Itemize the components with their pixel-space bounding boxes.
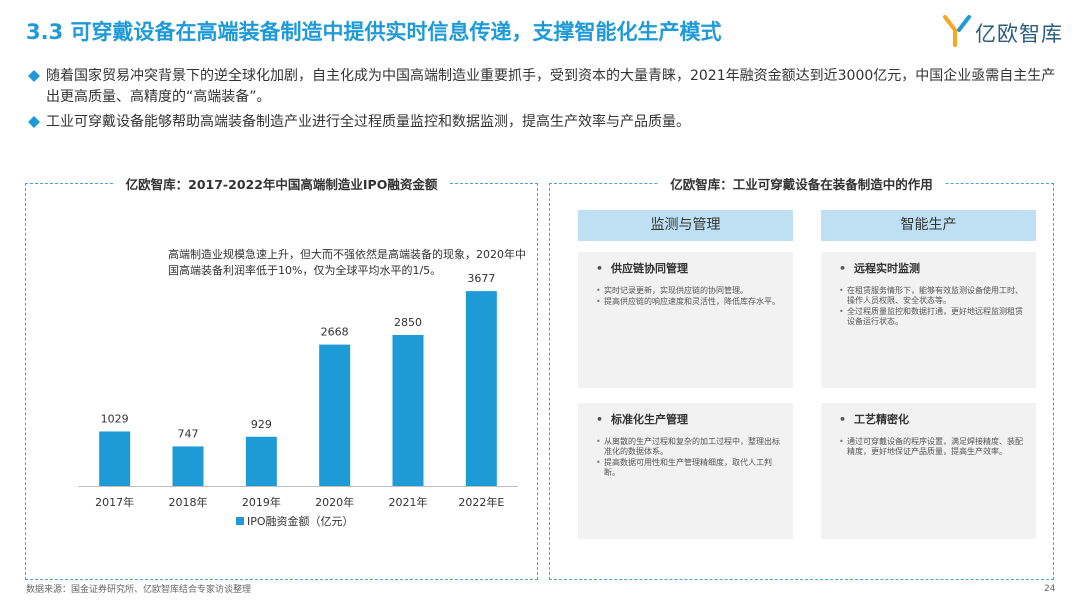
bar [392,334,424,486]
card-item: 通过可穿戴设备的程序设置，满足焊接精度、装配精度，更好地保证产品质量，提高生产效… [831,437,1026,457]
data-label: 747 [178,427,199,440]
card-heading: 标准化生产管理 [588,411,783,427]
card-item: 提高供应链的响应速度和灵活性，降低库存水平。 [588,297,783,307]
logo-text: 亿欧智库 [975,22,1063,46]
page-title: 3.3 可穿戴设备在高端装备制造中提供实时信息传递，支撑智能化生产模式 [26,20,722,44]
data-label: 1029 [101,412,129,425]
card-item: 全过程质量监控和数据打通，更好地远程监测租赁设备运行状态。 [831,307,1026,327]
card-item: 实时记录更新，实现供应链的协同管理。 [588,286,783,296]
bullet-item: 工业可穿戴设备能够帮助高端装备制造产业进行全过程质量监控和数据监测，提高生产效率… [28,112,1058,133]
bar [172,446,204,486]
x-tick-label: 2021年 [389,495,428,509]
x-tick-label: 2019年 [242,495,281,509]
card-supply-chain: 供应链协同管理 实时记录更新，实现供应链的协同管理。 提高供应链的响应速度和灵活… [578,252,793,388]
x-tick-label: 2018年 [169,495,208,509]
card-remote-monitoring: 远程实时监测 在租赁服务情形下，能够有效监测设备使用工时、操作人员权限、安全状态… [821,252,1036,388]
bullet-text: 随着国家贸易冲突背景下的逆全球化加剧，自主化成为中国高端制造业重要抓手，受到资本… [46,68,1056,105]
data-label: 929 [251,418,272,431]
card-heading: 工艺精密化 [831,411,1026,427]
column-header-smart-production: 智能生产 [821,210,1036,241]
chart-panel: 亿欧智库：2017-2022年中国高端制造业IPO融资金额 高端制造业规模急速上… [25,174,538,580]
column-header-monitoring: 监测与管理 [578,210,793,241]
page-number: 24 [1044,584,1056,594]
x-tick-label: 2022年E [458,495,504,509]
bar [465,291,497,486]
x-tick-label: 2020年 [315,495,354,509]
bullet-item: 随着国家贸易冲突背景下的逆全球化加剧，自主化成为中国高端制造业重要抓手，受到资本… [28,66,1058,108]
card-precision-process: 工艺精密化 通过可穿戴设备的程序设置，满足焊接精度、装配精度，更好地保证产品质量… [821,403,1036,539]
bar [99,431,131,486]
x-tick-label: 2017年 [95,495,134,509]
chart-panel-title: 亿欧智库：2017-2022年中国高端制造业IPO融资金额 [113,174,450,193]
legend-label: IPO融资金额（亿元） [247,514,354,528]
data-label: 2850 [394,316,422,329]
logo: 亿欧智库 [942,14,1072,48]
logo-icon [943,15,971,47]
diamond-bullet-icon [28,70,40,82]
card-item: 提高数据可用性和生产管理精细度，取代人工判断。 [588,458,783,478]
data-label: 2668 [321,326,349,339]
card-item: 从离散的生产过程和复杂的加工过程中，整理出标准化的数据体系。 [588,437,783,457]
card-heading: 供应链协同管理 [588,260,783,276]
bar [319,344,351,486]
bar [245,436,277,486]
role-panel-title: 亿欧智库：工业可穿戴设备在装备制造中的作用 [658,174,945,193]
bullet-text: 工业可穿戴设备能够帮助高端装备制造产业进行全过程质量监控和数据监测，提高生产效率… [46,114,690,130]
data-label: 3677 [467,272,495,285]
card-standardized-production: 标准化生产管理 从离散的生产过程和复杂的加工过程中，整理出标准化的数据体系。 提… [578,403,793,539]
card-item: 在租赁服务情形下，能够有效监测设备使用工时、操作人员权限、安全状态等。 [831,286,1026,306]
source-note: 数据来源：国金证券研究所、亿欧智库结合专家访谈整理 [26,585,252,595]
diamond-bullet-icon [28,116,40,128]
chart-note: 高端制造业规模急速上升，但大而不强依然是高端装备的现象，2020年中国高端装备利… [168,248,526,277]
legend-swatch [236,517,244,525]
role-panel: 亿欧智库：工业可穿戴设备在装备制造中的作用 监测与管理 智能生产 供应链协同管理… [549,174,1054,580]
card-heading: 远程实时监测 [831,260,1026,276]
bar-chart: 1029 2017年 747 2018年 929 2019年 2668 2020年 2850 20… [78,272,518,528]
